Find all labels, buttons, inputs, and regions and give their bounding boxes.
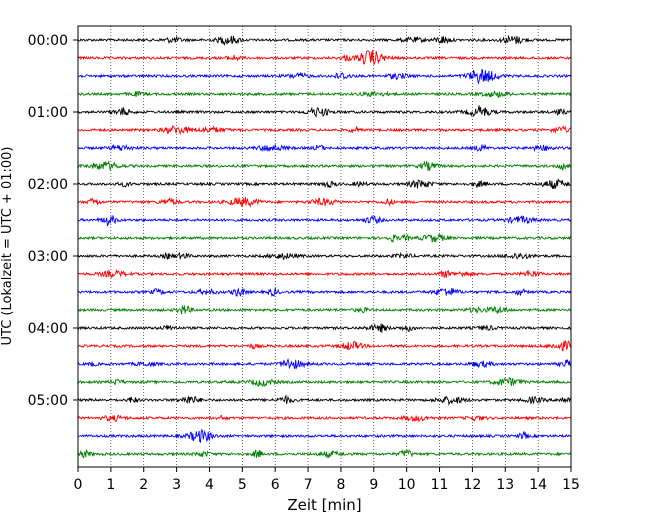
- x-tick-label: 5: [238, 477, 247, 493]
- x-axis-ticks: 0 1 2 3 4 5 6 7 8 9 10 11 12 13 14 15: [74, 467, 580, 493]
- trace-line: [77, 394, 572, 406]
- x-tick-label: 2: [139, 477, 148, 493]
- trace-line: [77, 414, 572, 423]
- trace-line: [77, 448, 572, 459]
- trace-line: [77, 90, 572, 99]
- y-axis-ticks: 00:00 01:00 02:00 03:00 04:00 05:00: [28, 33, 78, 409]
- x-tick-label: 7: [304, 477, 313, 493]
- trace-line: [77, 196, 572, 209]
- trace-line: [77, 105, 572, 118]
- trace-line: [77, 178, 572, 190]
- y-axis-label: UTC (Lokalzeit = UTC + 01:00): [0, 147, 15, 346]
- trace-line: [77, 340, 572, 352]
- x-tick-label: 11: [431, 477, 449, 493]
- x-tick-label: 15: [562, 477, 580, 493]
- y-tick-label: 01:00: [28, 105, 68, 121]
- trace-line: [77, 304, 572, 315]
- y-tick-label: 05:00: [28, 393, 68, 409]
- x-tick-label: 13: [496, 477, 514, 493]
- x-tick-label: 14: [529, 477, 547, 493]
- trace-line: [77, 377, 571, 388]
- y-tick-label: 04:00: [28, 321, 68, 337]
- trace-line: [77, 143, 572, 153]
- trace-line: [77, 357, 572, 370]
- trace-line: [77, 233, 572, 244]
- trace-line: [77, 50, 572, 65]
- y-tick-label: 02:00: [28, 177, 68, 193]
- x-axis-label: Zeit [min]: [287, 496, 361, 514]
- y-tick-label: 00:00: [28, 33, 68, 49]
- plot-frame: [77, 25, 572, 468]
- x-tick-label: 3: [172, 477, 181, 493]
- trace-line: [77, 287, 572, 297]
- x-tick-label: 6: [271, 477, 280, 493]
- seismic-traces: [77, 34, 572, 459]
- trace-line: [77, 251, 572, 261]
- x-tick-label: 8: [336, 477, 345, 493]
- trace-line: [77, 214, 572, 227]
- x-tick-label: 4: [205, 477, 214, 493]
- x-tick-label: 10: [398, 477, 416, 493]
- x-tick-label: 1: [106, 477, 115, 493]
- trace-line: [77, 428, 572, 444]
- trace-line: [77, 160, 572, 171]
- trace-line: [77, 68, 572, 85]
- x-tick-label: 9: [369, 477, 378, 493]
- x-tick-label: 0: [74, 477, 83, 493]
- trace-line: [77, 268, 572, 279]
- y-tick-label: 03:00: [28, 249, 68, 265]
- x-tick-label: 12: [463, 477, 481, 493]
- trace-line: [77, 323, 572, 333]
- trace-line: [77, 125, 572, 136]
- trace-line: [77, 34, 572, 47]
